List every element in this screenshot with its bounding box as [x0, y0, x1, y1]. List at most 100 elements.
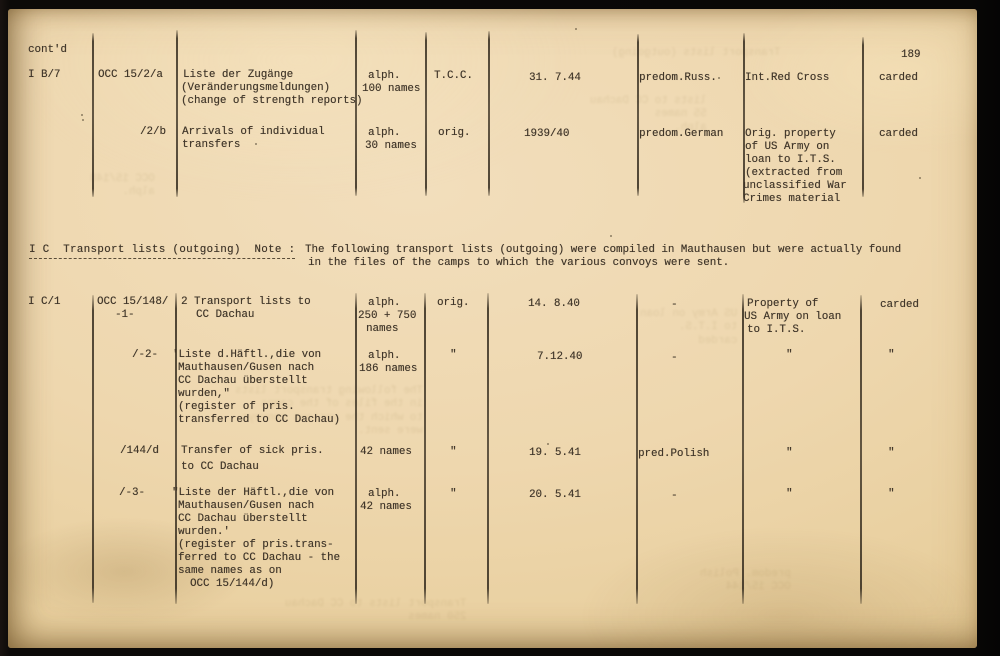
- row-ref: I C/1: [28, 296, 61, 308]
- row-description-line: transfers: [182, 139, 241, 151]
- row-form: T.C.C.: [434, 70, 473, 82]
- row-description-line: Transfer of sick pris.: [181, 445, 324, 457]
- row-nationality: -: [671, 352, 678, 364]
- row-remarks-line: Int.Red Cross: [745, 72, 830, 84]
- row-description-line: (register of pris.: [178, 401, 295, 413]
- bleedthrough-text: OCC 15/148 alph.: [90, 173, 155, 199]
- row-remarks-line: of US Army on: [745, 141, 830, 153]
- row-description-line: Mauthausen/Gusen nach: [178, 500, 315, 512]
- row-description-line: ferred to CC Dachau - the: [178, 552, 340, 564]
- ink-speck: [919, 177, 921, 179]
- row-description-line: Arrivals of individual: [182, 126, 325, 138]
- row-volume-line: 100 names: [362, 83, 421, 95]
- column-rule: [743, 33, 745, 203]
- row-description-line: CC Dachau überstellt: [178, 513, 308, 525]
- row-nationality: predom.Russ.: [639, 72, 717, 84]
- row-nationality: predom.German: [639, 128, 724, 140]
- column-rule: [862, 37, 864, 197]
- column-rule: [355, 293, 357, 604]
- column-rule: [424, 293, 426, 604]
- row-carded-status: carded: [880, 299, 919, 311]
- row-description-line: wurden,": [178, 388, 230, 400]
- row-volume-line: alph.: [368, 70, 401, 82]
- column-rule: [636, 294, 638, 604]
- ink-speck: [718, 77, 720, 79]
- column-rule: [425, 32, 427, 196]
- column-rule: [860, 295, 862, 604]
- row-description-line: 'Liste d.Häftl.,die von: [172, 349, 322, 361]
- row-carded-status: carded: [879, 128, 918, 140]
- row-form: ": [450, 488, 457, 500]
- row-remarks-line: ": [786, 488, 793, 500]
- row-remarks-line: loan to I.T.S.: [745, 154, 836, 166]
- row-volume-line: 42 names: [360, 446, 412, 458]
- ink-speck: [255, 143, 257, 145]
- ink-speck: [610, 235, 612, 237]
- row-description-line: wurden.': [178, 526, 230, 538]
- row-carded-status: ": [888, 488, 895, 500]
- row-remarks-line: ": [786, 349, 793, 361]
- column-rule: [637, 34, 639, 196]
- row-description-line: CC Dachau überstellt: [178, 375, 308, 387]
- row-volume-line: alph.: [368, 350, 401, 362]
- row-description-line: (register of pris.trans-: [178, 539, 334, 551]
- paper: [8, 9, 977, 648]
- column-rule: [355, 30, 357, 196]
- row-carded-status: carded: [879, 72, 918, 84]
- section-note-line: The following transport lists (outgoing)…: [305, 244, 902, 256]
- row-form: orig.: [438, 127, 471, 139]
- row-occ-number: /2/b: [140, 126, 166, 138]
- row-remarks-line: ": [786, 447, 793, 459]
- row-volume-line: 186 names: [359, 363, 418, 375]
- row-occ-number: /-2-: [132, 349, 158, 361]
- column-rule: [176, 30, 178, 197]
- row-description-line: Liste der Zugänge: [183, 69, 294, 81]
- row-form: orig.: [437, 297, 470, 309]
- row-nationality: -: [671, 299, 678, 311]
- column-rule: [175, 293, 177, 604]
- row-remarks-line: to I.T.S.: [747, 324, 806, 336]
- ink-speck: [82, 119, 84, 121]
- row-volume-line: 42 names: [360, 501, 412, 513]
- ink-speck: [81, 114, 83, 116]
- row-description-line: Mauthausen/Gusen nach: [178, 362, 315, 374]
- row-remarks-line: Crimes material: [743, 193, 841, 205]
- row-date: 19. 5.41: [529, 447, 581, 459]
- row-remarks-line: unclassified War: [743, 180, 847, 192]
- row-date: 7.12.40: [537, 351, 583, 363]
- bleedthrough-text: predom. Polish OCC 15/144: [700, 568, 791, 594]
- row-occ-number: /144/d: [120, 445, 159, 457]
- column-rule: [92, 33, 94, 197]
- row-carded-status: ": [888, 447, 895, 459]
- row-description-line: same names as on: [178, 565, 282, 577]
- row-volume-line: alph.: [368, 127, 401, 139]
- row-volume-line: alph.: [368, 297, 401, 309]
- column-rule: [487, 293, 489, 604]
- column-rule: [742, 294, 744, 604]
- row-form: ": [450, 446, 457, 458]
- row-date: 14. 8.40: [528, 298, 580, 310]
- row-volume-line: 250 + 750: [358, 310, 417, 322]
- row-remarks-line: Property of: [747, 298, 819, 310]
- row-description-line: OCC 15/144/d): [190, 578, 275, 590]
- ink-speck: [575, 28, 577, 30]
- row-volume-line: alph.: [368, 488, 401, 500]
- row-occ-number: OCC 15/148/: [97, 296, 169, 308]
- row-volume-line: names: [366, 323, 399, 335]
- row-description-line: transferred to CC Dachau): [178, 414, 340, 426]
- column-rule: [488, 31, 490, 196]
- row-description-line: "Liste der Häftl.,die von: [172, 487, 334, 499]
- row-occ-number: /-3-: [119, 487, 145, 499]
- row-occ-number: OCC 15/2/a: [98, 69, 163, 81]
- continuation-label: cont'd: [28, 44, 67, 56]
- row-volume-line: 30 names: [365, 140, 417, 152]
- row-form: ": [450, 349, 457, 361]
- row-description-line: (Veränderungsmeldungen): [181, 82, 331, 94]
- bleedthrough-text: US Army on loan to I.T.S. carded: [640, 308, 738, 347]
- row-carded-status: ": [888, 349, 895, 361]
- row-description-line: (change of strength reports): [181, 95, 363, 107]
- column-rule: [92, 295, 94, 603]
- row-nationality: pred.Polish: [638, 448, 710, 460]
- row-remarks-line: (extracted from: [745, 167, 843, 179]
